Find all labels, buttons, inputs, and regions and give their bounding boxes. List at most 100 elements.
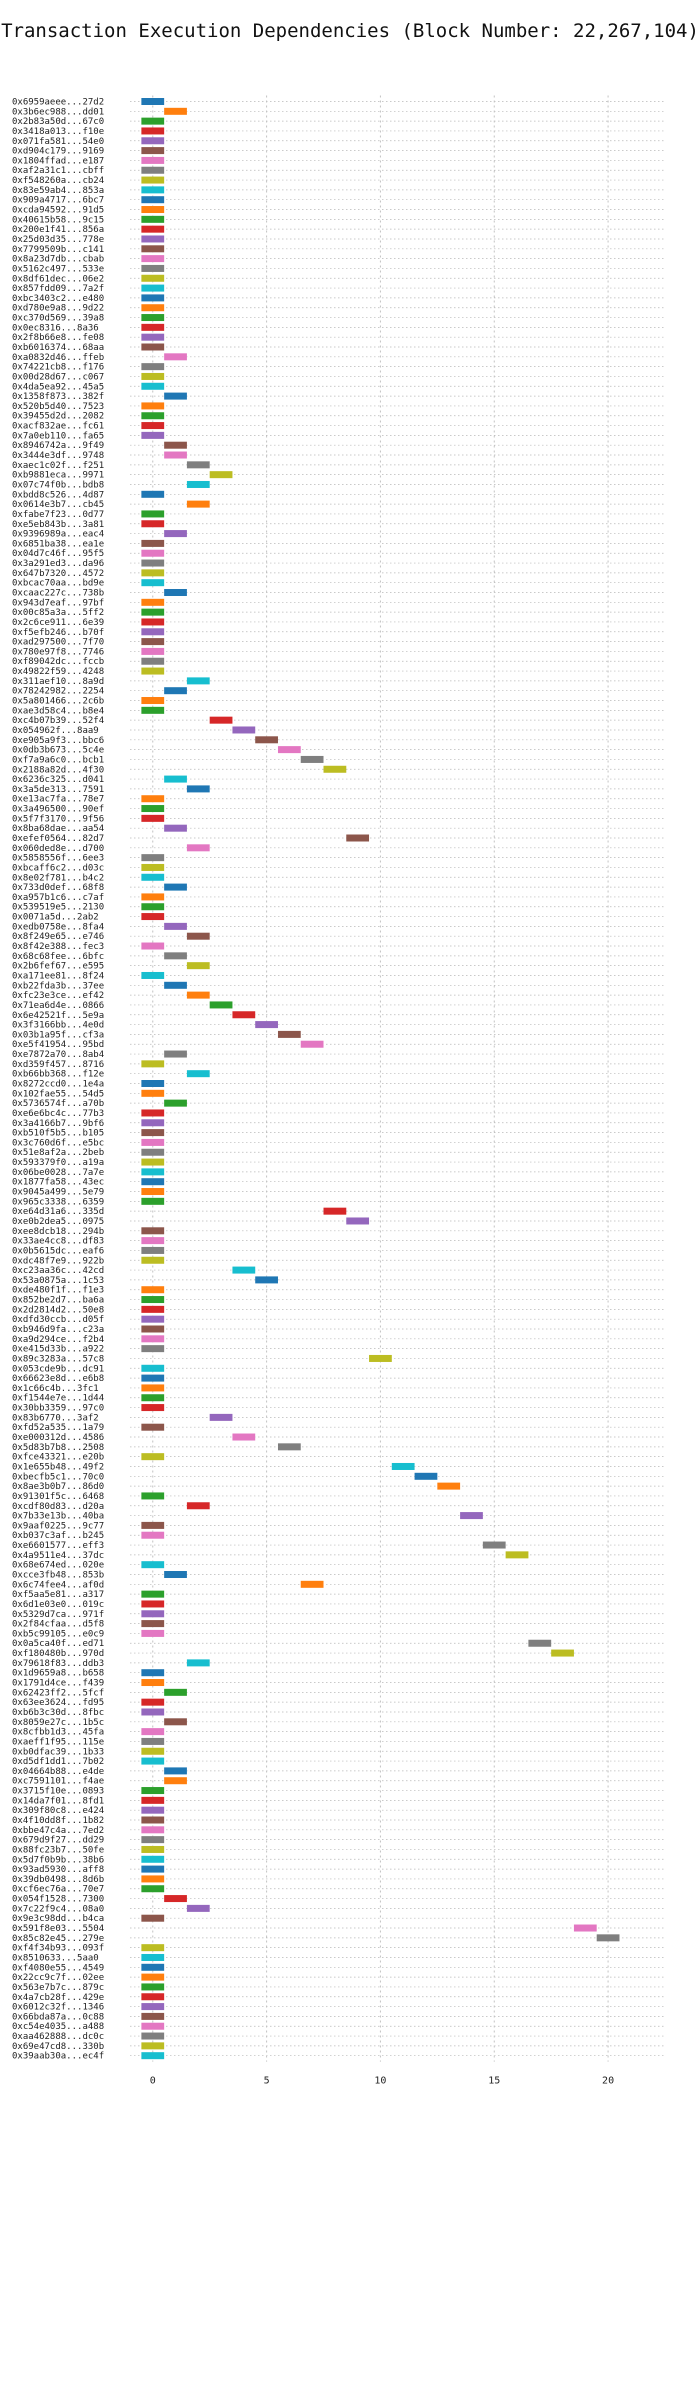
bar	[141, 1885, 165, 1893]
bar	[141, 1728, 165, 1736]
bar	[141, 1669, 165, 1677]
y-tick-label: 0xa0832d46...ffeb	[12, 353, 104, 363]
bar	[232, 1266, 256, 1274]
y-tick-label: 0xb6016374...68aa	[12, 343, 104, 353]
y-tick-label: 0xbbe47c4a...7ed2	[12, 1826, 104, 1836]
bar	[141, 1865, 165, 1873]
x-tick-label: 5	[264, 2076, 270, 2087]
bar	[141, 1197, 165, 1205]
bar	[141, 1806, 165, 1814]
y-tick-label: 0x965c3338...6359	[12, 1197, 104, 1207]
bar	[141, 422, 165, 430]
bar	[141, 942, 165, 950]
bar	[164, 1777, 187, 1785]
y-tick-label: 0x6c74fee4...af0d	[12, 1580, 104, 1590]
bar	[164, 952, 187, 960]
y-tick-label: 0x68c68fee...6bfc	[12, 952, 104, 962]
y-tick-label: 0x7799509b...c141	[12, 245, 104, 255]
bar	[255, 1021, 278, 1029]
x-tick-label: 10	[374, 2076, 386, 2087]
bar	[164, 922, 187, 930]
y-tick-label: 0xcaac227c...738b	[12, 589, 104, 599]
bar	[186, 500, 210, 508]
y-tick-label: 0xf4080e55...4549	[12, 1963, 104, 1973]
y-tick-label: 0x3a4166b7...9bf6	[12, 1119, 104, 1129]
bar	[141, 225, 165, 233]
bar	[391, 1462, 415, 1470]
y-tick-label: 0x6d1e03e0...019c	[12, 1600, 104, 1610]
y-tick-label: 0x83e59ab4...853a	[12, 186, 104, 196]
y-tick-label: 0x780e97f8...7746	[12, 647, 104, 657]
y-tick-label: 0x49822f59...4248	[12, 667, 104, 677]
y-tick-label: 0x2d2814d2...50e8	[12, 1305, 104, 1315]
bar	[141, 1963, 165, 1971]
y-tick-label: 0x1e655b48...49f2	[12, 1462, 104, 1472]
y-tick-label: 0xfce43321...e20b	[12, 1453, 104, 1463]
y-tick-label: 0x5a801466...2c6b	[12, 697, 104, 707]
bar	[596, 1934, 620, 1942]
bar	[141, 343, 165, 351]
bar	[141, 873, 165, 881]
bar	[141, 971, 165, 979]
bar	[141, 1080, 165, 1087]
y-tick-label: 0xb946d9fa...c23a	[12, 1325, 104, 1335]
y-tick-label: 0xedb0758e...8fa4	[12, 922, 104, 932]
y-tick-label: 0x78242982...2254	[12, 687, 104, 697]
bar	[141, 98, 165, 105]
y-tick-label: 0x5162c497...533e	[12, 264, 104, 274]
bar	[141, 166, 165, 174]
bar	[141, 431, 165, 439]
bar	[141, 2012, 165, 2020]
bar	[141, 186, 165, 194]
y-tick-label: 0x74221cb8...f176	[12, 363, 104, 373]
y-tick-label: 0xc54e4035...a488	[12, 2022, 104, 2032]
bar	[141, 2003, 165, 2011]
bar	[141, 1335, 165, 1343]
bar	[141, 795, 165, 803]
y-tick-label: 0x2b83a50d...67c0	[12, 117, 104, 127]
y-tick-label: 0x03b1a95f...cf3a	[12, 1030, 104, 1040]
y-tick-label: 0x6e42521f...5e9a	[12, 1011, 104, 1021]
y-tick-label: 0x00d28d67...c067	[12, 372, 104, 382]
bar	[141, 539, 165, 547]
bar	[141, 1914, 165, 1922]
y-tick-label: 0x83b6770...3af2	[12, 1413, 99, 1423]
y-tick-label: 0xbcac70aa...bd9e	[12, 579, 104, 589]
y-tick-label: 0xaeff1f95...115e	[12, 1737, 104, 1747]
bar	[141, 2022, 165, 2030]
y-tick-label: 0xb22fda3b...37ee	[12, 981, 104, 991]
y-tick-label: 0x5858556f...6ee3	[12, 854, 104, 864]
bar	[209, 1413, 233, 1421]
bar	[141, 176, 165, 184]
y-tick-label: 0xe7872a70...8ab4	[12, 1050, 104, 1060]
y-tick-label: 0xcdf80d83...d20a	[12, 1502, 104, 1512]
bar	[141, 147, 165, 155]
bar	[141, 1227, 165, 1235]
bar	[141, 1345, 165, 1353]
y-tick-label: 0x733d0def...68f8	[12, 883, 104, 893]
y-tick-label: 0xfabe7f23...0d77	[12, 510, 104, 520]
bar	[414, 1472, 438, 1480]
bar	[141, 1757, 165, 1765]
bar	[141, 647, 165, 655]
bar	[164, 1688, 187, 1696]
bar	[141, 1561, 165, 1569]
bar	[141, 1787, 165, 1795]
bar	[255, 1276, 278, 1284]
bar	[141, 284, 165, 292]
y-tick-label: 0xaec1c02f...f251	[12, 461, 104, 471]
bar	[141, 706, 165, 714]
y-tick-label: 0x909a4717...6bc7	[12, 196, 104, 206]
bar	[141, 667, 165, 675]
x-tick-label: 15	[488, 2076, 500, 2087]
y-tick-label: 0x33ae4cc8...df83	[12, 1237, 104, 1247]
y-tick-label: 0x4a9511e4...37dc	[12, 1551, 104, 1561]
bar	[141, 1698, 165, 1706]
y-tick-label: 0x04664b88...e4de	[12, 1767, 104, 1777]
y-tick-label: 0xc7591101...f4ae	[12, 1777, 104, 1787]
y-tick-label: 0xf548260a...cb24	[12, 176, 104, 186]
bar	[141, 1315, 165, 1323]
bar	[141, 1944, 165, 1952]
y-tick-label: 0x8e02f781...b4c2	[12, 873, 104, 883]
y-tick-label: 0x539519e5...2130	[12, 903, 104, 913]
